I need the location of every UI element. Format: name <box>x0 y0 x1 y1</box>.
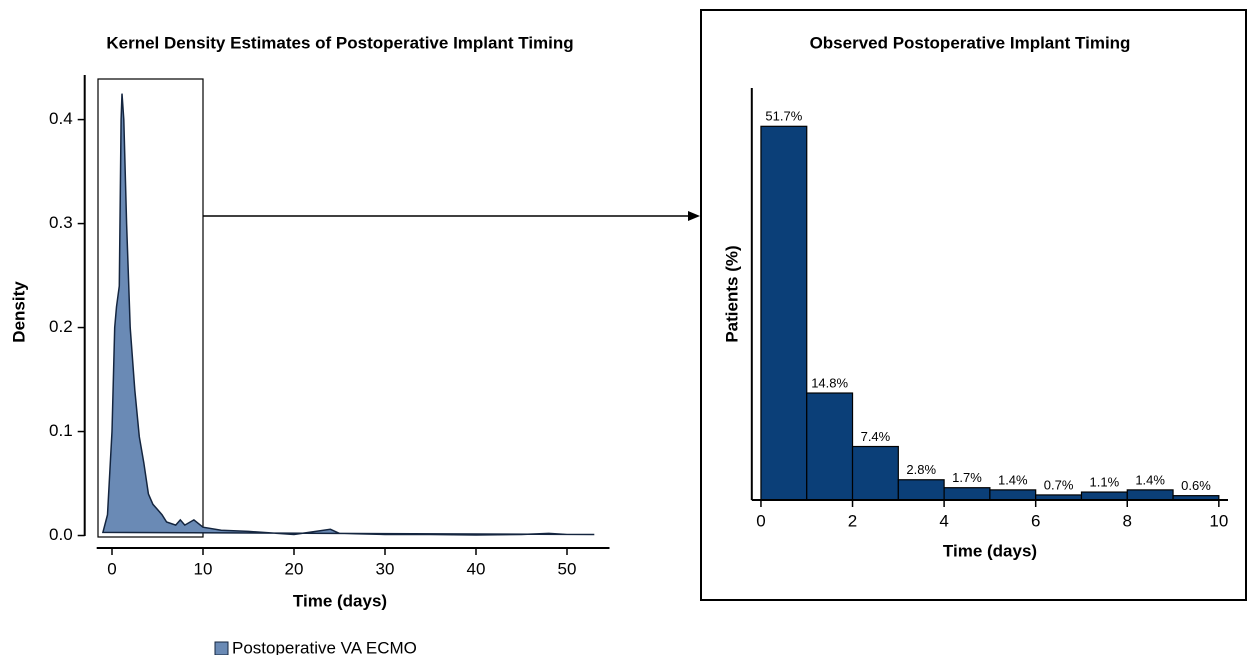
chart-title: Kernel Density Estimates of Postoperativ… <box>106 33 573 52</box>
x-tick-label: 10 <box>194 559 213 578</box>
x-tick-label: 50 <box>558 559 577 578</box>
x-tick-label: 0 <box>107 559 116 578</box>
bar <box>1126 489 1174 501</box>
x-tick-label: 20 <box>285 559 304 578</box>
bar <box>943 487 991 501</box>
bar <box>760 125 808 501</box>
value-label: 1.1% <box>1090 474 1120 489</box>
x-axis-label: Time (days) <box>293 591 387 610</box>
x-tick-label: 8 <box>1123 511 1132 530</box>
y-tick-label: 0.1 <box>49 421 73 440</box>
x-tick-label: 6 <box>1031 511 1040 530</box>
x-axis-label: Time (days) <box>943 541 1037 560</box>
value-label: 1.4% <box>998 472 1028 487</box>
y-tick-label: 0.3 <box>49 213 73 232</box>
y-tick-label: 0.2 <box>49 317 73 336</box>
y-axis-label: Patients (%) <box>722 245 741 342</box>
value-label: 1.7% <box>952 470 982 485</box>
y-axis-label: Density <box>9 281 28 343</box>
bar <box>806 392 854 501</box>
chart-title: Observed Postoperative Implant Timing <box>810 33 1131 52</box>
panel-border <box>700 9 1247 601</box>
x-tick-label: 30 <box>376 559 395 578</box>
bar <box>851 445 899 501</box>
y-tick-label: 0.0 <box>49 525 73 544</box>
value-label: 51.7% <box>765 109 802 124</box>
legend-label: Postoperative VA ECMO <box>232 638 417 655</box>
density-area <box>101 93 595 536</box>
zoom-box <box>97 78 204 538</box>
x-tick-label: 2 <box>848 511 857 530</box>
value-label: 1.4% <box>1135 472 1165 487</box>
value-label: 7.4% <box>861 429 891 444</box>
value-label: 0.7% <box>1044 477 1074 492</box>
x-tick-label: 10 <box>1209 511 1228 530</box>
y-tick-label: 0.4 <box>49 109 73 128</box>
value-label: 0.6% <box>1181 478 1211 493</box>
legend-swatch <box>214 641 229 655</box>
x-tick-label: 0 <box>756 511 765 530</box>
bar <box>1080 491 1128 501</box>
x-tick-label: 4 <box>939 511 948 530</box>
x-tick-label: 40 <box>467 559 486 578</box>
bar <box>989 489 1037 501</box>
value-label: 2.8% <box>906 462 936 477</box>
bar <box>897 479 945 501</box>
arrow-head <box>688 211 700 221</box>
value-label: 14.8% <box>811 375 848 390</box>
